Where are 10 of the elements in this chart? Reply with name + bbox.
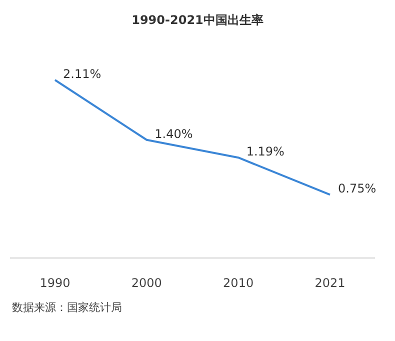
x-tick-label: 2021 bbox=[314, 276, 346, 290]
x-tick-label: 2000 bbox=[131, 276, 162, 290]
data-label: 1.40% bbox=[154, 126, 193, 141]
chart-title: 1990-2021中国出生率 bbox=[132, 13, 264, 27]
source-note: 数据来源：国家统计局 bbox=[12, 301, 122, 314]
data-label: 1.19% bbox=[246, 144, 284, 159]
data-label: 2.11% bbox=[63, 67, 102, 81]
data-label: 0.75% bbox=[338, 182, 376, 196]
x-tick-label: 2010 bbox=[223, 276, 254, 290]
x-tick-label: 1990 bbox=[40, 276, 70, 290]
